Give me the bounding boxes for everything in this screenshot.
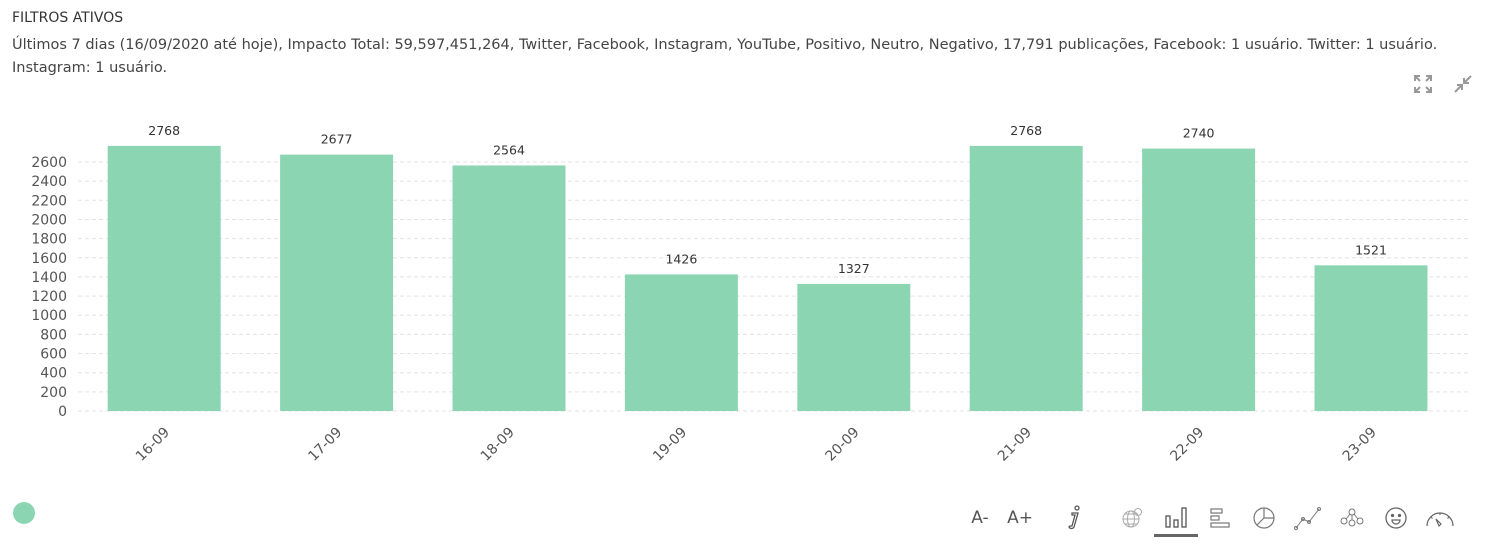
y-tick-label: 600 bbox=[40, 347, 67, 363]
font-decrease-button[interactable]: A- bbox=[971, 508, 989, 528]
y-tick-label: 1200 bbox=[31, 289, 67, 305]
data-label: 1426 bbox=[665, 251, 697, 266]
line-chart-icon[interactable] bbox=[1286, 501, 1330, 535]
bar-17-09 bbox=[280, 154, 394, 411]
collapse-icon[interactable] bbox=[1453, 74, 1473, 94]
data-label: 1521 bbox=[1355, 242, 1387, 257]
y-tick-label: 200 bbox=[40, 385, 67, 401]
data-label: 2740 bbox=[1183, 126, 1215, 141]
bar-chart-icon[interactable] bbox=[1154, 500, 1198, 537]
bar-chart: 0 200 400 600 800 1000 1200 1400 1600 1800 2000 220… bbox=[31, 123, 1470, 465]
info-icon[interactable] bbox=[1052, 501, 1096, 535]
y-tick-label: 1600 bbox=[31, 251, 67, 267]
y-tick-label: 2600 bbox=[31, 155, 67, 171]
y-tick-label: 2000 bbox=[31, 212, 67, 228]
expand-icon[interactable] bbox=[1413, 74, 1433, 94]
y-tick-label: 400 bbox=[40, 366, 67, 382]
chart-toolbar: A- A+ bbox=[960, 498, 1462, 538]
y-tick-label: 800 bbox=[40, 327, 67, 343]
bar-19-09 bbox=[624, 274, 738, 411]
y-tick-label: 2400 bbox=[31, 174, 67, 190]
y-tick-label: 1800 bbox=[31, 232, 67, 248]
active-filters-title: FILTROS ATIVOS bbox=[12, 10, 124, 26]
bar-20-09 bbox=[797, 283, 911, 411]
pie-chart-icon[interactable] bbox=[1242, 501, 1286, 535]
data-label: 2768 bbox=[1010, 123, 1042, 138]
horizontal-bar-chart-icon[interactable] bbox=[1198, 501, 1242, 535]
x-tick-label: 21-09 bbox=[995, 425, 1035, 465]
x-tick-label: 18-09 bbox=[478, 425, 518, 465]
x-tick-label: 22-09 bbox=[1167, 425, 1207, 465]
bar-21-09 bbox=[969, 145, 1083, 411]
legend-series-dot[interactable] bbox=[13, 502, 35, 524]
x-tick-label: 16-09 bbox=[133, 425, 173, 465]
x-tick-label: 23-09 bbox=[1340, 425, 1380, 465]
y-tick-label: 2200 bbox=[31, 193, 67, 209]
data-label: 2677 bbox=[321, 132, 353, 147]
bar-22-09 bbox=[1142, 148, 1256, 411]
y-tick-label: 1000 bbox=[31, 308, 67, 324]
globe-map-icon[interactable] bbox=[1110, 501, 1154, 535]
y-tick-label: 0 bbox=[58, 404, 67, 420]
bar-18-09 bbox=[452, 165, 566, 411]
data-label: 2768 bbox=[148, 123, 180, 138]
data-label: 2564 bbox=[493, 142, 525, 157]
font-increase-button[interactable]: A+ bbox=[1007, 508, 1033, 528]
bar-16-09 bbox=[107, 145, 221, 411]
x-tick-label: 19-09 bbox=[650, 425, 690, 465]
x-tick-label: 17-09 bbox=[305, 425, 345, 465]
gauge-icon[interactable] bbox=[1418, 501, 1462, 535]
y-tick-label: 1400 bbox=[31, 270, 67, 286]
sentiment-face-icon[interactable] bbox=[1374, 501, 1418, 535]
x-tick-label: 20-09 bbox=[823, 425, 863, 465]
data-label: 1327 bbox=[838, 261, 870, 276]
network-icon[interactable] bbox=[1330, 501, 1374, 535]
active-filters-description: Últimos 7 dias (16/09/2020 até hoje), Im… bbox=[12, 37, 1438, 76]
bar-23-09 bbox=[1314, 265, 1428, 411]
